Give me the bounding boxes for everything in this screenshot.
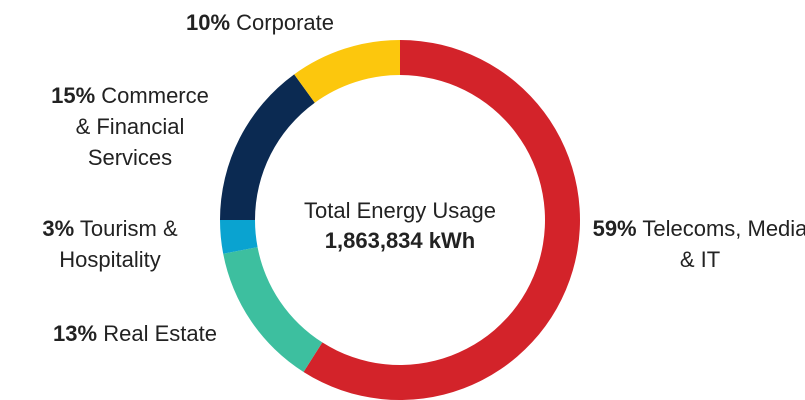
segment-name: Tourism & Hospitality [59,216,178,272]
segment-percent: 3% [42,216,75,241]
donut-segment [220,220,258,254]
segment-name: Commerce & Financial Services [75,83,209,170]
segment-label: 10% Corporate [130,7,390,38]
segment-percent: 10% [185,10,231,35]
segment-percent: 13% [53,321,98,346]
segment-label: 13% Real Estate [5,318,265,349]
segment-label: 3% Tourism & Hospitality [15,213,205,275]
segment-label: 59% Telecoms, Media & IT [590,213,805,275]
donut-segment [294,40,400,103]
total-value: 1,863,834 kWh [324,228,476,253]
donut-segment [303,40,580,400]
donut-segment [223,247,323,372]
segment-name: Telecoms, Media & IT [642,216,805,272]
segment-percent: 15% [51,83,96,108]
segment-name: Corporate [236,10,334,35]
segment-percent: 59% [592,216,637,241]
donut-segment [220,74,315,220]
segment-name: Real Estate [103,321,217,346]
segment-label: 15% Commerce & Financial Services [45,80,215,173]
center-title: Total Energy Usage [304,198,496,223]
center-label: Total Energy Usage 1,863,834 kWh [250,196,550,256]
